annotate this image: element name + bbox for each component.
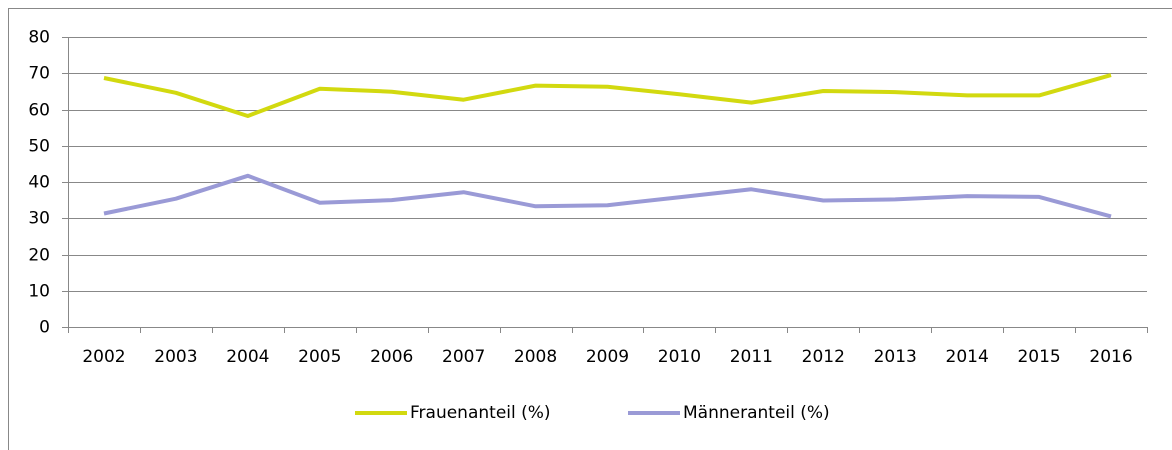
x-tick-label: 2010 (658, 347, 701, 367)
y-tick-label: 20 (28, 246, 50, 266)
y-tick-label: 40 (28, 173, 50, 193)
legend-label: Männeranteil (%) (683, 403, 830, 423)
y-tick-label: 60 (28, 101, 50, 121)
x-tick-label: 2016 (1089, 347, 1132, 367)
x-tick-label: 2008 (514, 347, 557, 367)
x-tick-label: 2003 (154, 347, 197, 367)
legend-label: Frauenanteil (%) (410, 403, 551, 423)
x-tick-label: 2006 (370, 347, 413, 367)
x-tick-label: 2014 (946, 347, 989, 367)
x-tick-label: 2005 (298, 347, 341, 367)
x-tick-label: 2004 (226, 347, 269, 367)
x-tick-label: 2009 (586, 347, 629, 367)
frame (8, 8, 1172, 450)
x-tick-label: 2013 (874, 347, 917, 367)
y-tick-label: 70 (28, 64, 50, 84)
y-tick-label: 30 (28, 209, 50, 229)
x-tick-label: 2011 (730, 347, 773, 367)
series-line (103, 173, 1112, 219)
y-tick-label: 50 (28, 137, 50, 157)
series-line (103, 73, 1112, 118)
y-tick-label: 10 (28, 282, 50, 302)
y-tick-label: 80 (28, 28, 50, 48)
x-tick-label: 2002 (82, 347, 125, 367)
x-tick-label: 2007 (442, 347, 485, 367)
y-tick-label: 0 (39, 318, 50, 338)
x-tick-label: 2015 (1017, 347, 1060, 367)
x-tick-label: 2012 (802, 347, 845, 367)
